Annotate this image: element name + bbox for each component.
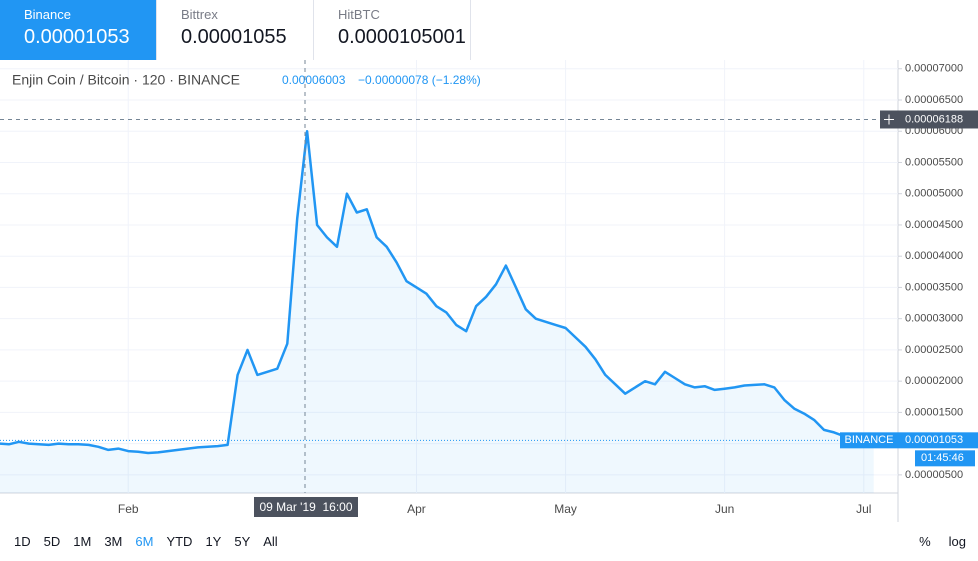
exchange-price: 0.00001053: [24, 26, 130, 48]
y-tick-label: 0.00004000: [905, 250, 963, 262]
exchange-tab[interactable]: HitBTC 0.0000105001: [314, 0, 471, 60]
y-tick-label: 0.00004500: [905, 219, 963, 231]
scale-option[interactable]: log: [948, 534, 966, 549]
y-tick-label: 0.00000500: [905, 469, 963, 481]
countdown-box: [915, 450, 975, 467]
y-tick-label: 0.00001500: [905, 406, 963, 418]
y-tick-label: 0.00003500: [905, 281, 963, 293]
timeframe-bar: 1D 5D 1M 3M 6M YTD 1Y 5Y All: [14, 534, 291, 549]
chart: 0.000005000.000010000.000015000.00002000…: [0, 60, 978, 522]
timeframe-button[interactable]: YTD: [166, 534, 193, 549]
y-tick-label: 0.00006000: [905, 125, 963, 137]
countdown: 01:45:46: [921, 452, 964, 464]
scale-options: % log: [901, 534, 966, 549]
last-price-box: [898, 432, 978, 449]
timeframe-button[interactable]: All: [263, 534, 278, 549]
timeframe-button[interactable]: 5Y: [234, 534, 251, 549]
crosshair-price: 0.00006188: [905, 113, 963, 125]
y-tick-label: 0.00002500: [905, 344, 963, 356]
y-tick-label: 0.00006500: [905, 94, 963, 106]
timeframe-button[interactable]: 1Y: [205, 534, 222, 549]
x-tick-label: Apr: [407, 502, 426, 516]
exchange-tab[interactable]: Bittrex 0.00001055: [157, 0, 314, 60]
crosshair-price-box: [898, 110, 978, 129]
exchange-name: HitBTC: [338, 7, 380, 22]
series-label-box: [840, 432, 898, 449]
exchange-name: Binance: [24, 7, 71, 22]
x-tick-label: Feb: [118, 502, 139, 516]
scale-option[interactable]: %: [919, 534, 931, 549]
timeframe-button[interactable]: 5D: [43, 534, 61, 549]
timeframe-button[interactable]: 1M: [73, 534, 92, 549]
header-price: 0.00006003: [282, 73, 346, 87]
exchange-price: 0.00001055: [181, 26, 287, 48]
y-tick-label: 0.00007000: [905, 63, 963, 75]
crosshair-time-box: [254, 497, 358, 517]
exchange-tabs: Binance 0.00001053 Bittrex 0.00001055 HitBTC…: [0, 0, 471, 60]
y-tick-label: 0.00002000: [905, 375, 963, 387]
timeframe-button[interactable]: 6M: [135, 534, 154, 549]
last-price-label: 0.00001053: [905, 434, 963, 446]
symbol-title: Enjin Coin / Bitcoin · 120 · BINANCE: [12, 72, 240, 88]
x-tick-label: Jun: [715, 502, 734, 516]
crosshair-time: 09 Mar '19 16:00: [259, 500, 352, 514]
x-tick-label: May: [554, 502, 577, 516]
y-tick-label: 0.00005500: [905, 156, 963, 168]
exchange-price: 0.0000105001: [338, 26, 466, 48]
timeframe-button[interactable]: 3M: [104, 534, 123, 549]
header-change: −0.00000078 (−1.28%): [358, 73, 481, 87]
exchange-tab[interactable]: Binance 0.00001053: [0, 0, 157, 60]
x-tick-label: Jul: [856, 502, 871, 516]
crosshair-plus: [884, 114, 894, 125]
timeframe-button[interactable]: 1D: [14, 534, 31, 549]
price-line: [0, 129, 875, 455]
y-tick-label: 0.00005000: [905, 188, 963, 200]
y-tick-label: 0.00003000: [905, 313, 963, 325]
area-fill: [0, 131, 874, 493]
exchange-name: Bittrex: [181, 7, 218, 22]
series-label: BINANCE: [845, 434, 894, 446]
